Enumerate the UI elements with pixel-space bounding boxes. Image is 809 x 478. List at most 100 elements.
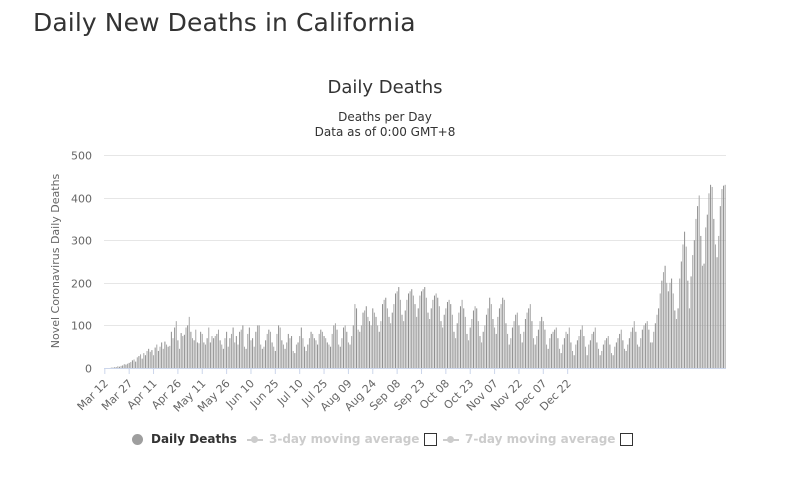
bar[interactable] [322, 332, 323, 368]
bar[interactable] [587, 355, 588, 368]
bar[interactable] [541, 317, 542, 368]
bar[interactable] [621, 330, 622, 368]
bar[interactable] [265, 340, 266, 368]
bar[interactable] [138, 356, 139, 368]
bar[interactable] [398, 287, 399, 368]
bar[interactable] [504, 300, 505, 368]
bar[interactable] [595, 328, 596, 368]
bar[interactable] [340, 347, 341, 368]
bar[interactable] [410, 291, 411, 368]
bar[interactable] [226, 332, 227, 368]
bar[interactable] [681, 262, 682, 369]
bar[interactable] [270, 332, 271, 368]
bar[interactable] [262, 349, 263, 368]
bar[interactable] [267, 334, 268, 368]
bar[interactable] [695, 219, 696, 368]
bar[interactable] [601, 351, 602, 368]
bar[interactable] [345, 325, 346, 368]
bar[interactable] [298, 342, 299, 368]
bar[interactable] [605, 340, 606, 368]
bar[interactable] [280, 328, 281, 368]
bar[interactable] [645, 323, 646, 368]
bar[interactable] [419, 296, 420, 368]
bar[interactable] [538, 330, 539, 368]
bar[interactable] [661, 281, 662, 368]
bar[interactable] [151, 350, 152, 368]
bar[interactable] [187, 325, 188, 368]
bar[interactable] [190, 332, 191, 368]
bar[interactable] [630, 332, 631, 368]
legend-item-daily-deaths[interactable]: Daily Deaths [132, 430, 237, 448]
bar[interactable] [618, 338, 619, 368]
bar[interactable] [259, 325, 260, 368]
bar[interactable] [166, 345, 167, 368]
bar[interactable] [307, 345, 308, 368]
bar[interactable] [678, 308, 679, 368]
bar[interactable] [533, 338, 534, 368]
bar[interactable] [129, 363, 130, 368]
bar[interactable] [421, 291, 422, 368]
bar[interactable] [376, 317, 377, 368]
bar[interactable] [442, 328, 443, 368]
bar[interactable] [387, 308, 388, 368]
bar[interactable] [294, 353, 295, 368]
bar[interactable] [650, 342, 651, 368]
bar[interactable] [518, 325, 519, 368]
legend-checkbox-3-day-moving-average[interactable] [424, 433, 437, 446]
bar[interactable] [291, 336, 292, 368]
bar[interactable] [384, 300, 385, 368]
bar[interactable] [598, 349, 599, 368]
bar[interactable] [358, 330, 359, 368]
bar[interactable] [465, 317, 466, 368]
bar[interactable] [528, 308, 529, 368]
bar[interactable] [494, 328, 495, 368]
bar[interactable] [634, 321, 635, 368]
bar[interactable] [497, 317, 498, 368]
bar[interactable] [239, 332, 240, 368]
bar[interactable] [127, 364, 128, 368]
bar[interactable] [233, 328, 234, 368]
bar[interactable] [682, 244, 683, 368]
bar[interactable] [557, 338, 558, 368]
bar[interactable] [395, 293, 396, 368]
bar[interactable] [213, 338, 214, 368]
bar[interactable] [626, 351, 627, 368]
bar[interactable] [301, 328, 302, 368]
bar[interactable] [385, 298, 386, 368]
bar[interactable] [616, 342, 617, 368]
bar[interactable] [145, 355, 146, 368]
bar[interactable] [455, 338, 456, 368]
bar[interactable] [523, 332, 524, 368]
bar[interactable] [475, 306, 476, 368]
bar[interactable] [411, 289, 412, 368]
bar[interactable] [505, 323, 506, 368]
bar[interactable] [596, 342, 597, 368]
bar[interactable] [224, 338, 225, 368]
bar[interactable] [237, 345, 238, 368]
bar[interactable] [197, 342, 198, 368]
bar[interactable] [354, 304, 355, 368]
bar[interactable] [481, 342, 482, 368]
bar[interactable] [471, 319, 472, 368]
bar[interactable] [491, 304, 492, 368]
bar[interactable] [173, 338, 174, 368]
bar[interactable] [223, 349, 224, 368]
bar[interactable] [665, 266, 666, 368]
bar[interactable] [372, 308, 373, 368]
bar[interactable] [324, 336, 325, 368]
bar-series-daily-deaths[interactable] [111, 185, 726, 368]
bar[interactable] [283, 345, 284, 368]
bar[interactable] [415, 304, 416, 368]
bar[interactable] [723, 186, 724, 368]
bar[interactable] [642, 330, 643, 368]
bar[interactable] [671, 279, 672, 368]
bar[interactable] [613, 355, 614, 368]
bar[interactable] [484, 325, 485, 368]
bar[interactable] [211, 336, 212, 368]
bar[interactable] [369, 321, 370, 368]
bar[interactable] [363, 313, 364, 368]
bar[interactable] [241, 330, 242, 368]
bar[interactable] [338, 345, 339, 368]
bar[interactable] [632, 328, 633, 368]
bar[interactable] [585, 347, 586, 368]
